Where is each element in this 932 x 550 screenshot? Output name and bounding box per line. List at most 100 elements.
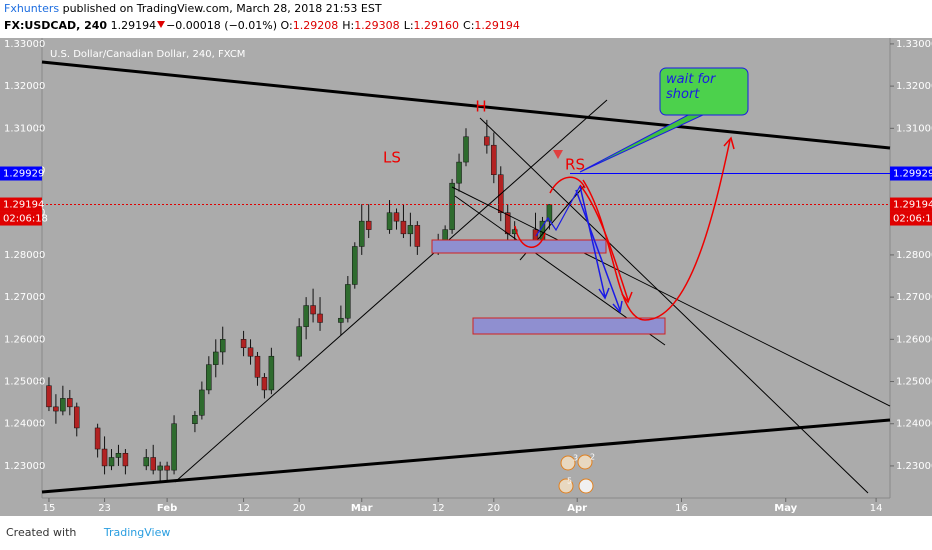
- x-tick-label: 20: [487, 503, 500, 514]
- candle-body: [101, 448, 108, 467]
- candle-body: [449, 182, 455, 230]
- x-tick-label: 20: [293, 503, 306, 514]
- publish-line: Fxhunters published on TradingView.com, …: [4, 0, 932, 17]
- y-tick-label: 1.25000: [4, 377, 45, 388]
- ohlc-label: O:: [280, 19, 293, 32]
- event-count: 3: [573, 454, 578, 463]
- arrow-head: [723, 136, 735, 150]
- price-tag-label: 1.29929: [893, 169, 932, 180]
- x-tick-label: May: [774, 503, 797, 514]
- price-tag: [0, 166, 42, 181]
- top-arc: [549, 176, 586, 194]
- candle-body: [261, 377, 268, 391]
- y-tick-label: 1.28000: [896, 250, 932, 261]
- candle-body: [192, 415, 198, 424]
- candle-body: [358, 220, 365, 247]
- support-zone: [431, 239, 607, 254]
- candle-body: [268, 355, 275, 391]
- plot-layer: 1.33000 1.33000 1.32000 1.32000 1.31000 1.310…: [0, 39, 932, 514]
- candle-body: [317, 313, 323, 323]
- published: published on TradingView.com, March 28, …: [62, 2, 382, 15]
- countdown-label: 02:06:18: [3, 214, 48, 225]
- candle-body: [67, 398, 73, 408]
- candle-body: [199, 389, 205, 416]
- ohlc-value: 1.29208: [292, 19, 339, 32]
- x-tick-label: Feb: [157, 503, 177, 514]
- ohlc-value: 1.29194: [474, 19, 520, 32]
- chart-title: U.S. Dollar/Canadian Dollar, 240, FXCM: [50, 49, 245, 60]
- x-tick-label: 12: [237, 503, 250, 514]
- x-tick-label: Apr: [567, 503, 587, 514]
- price-tag: [0, 197, 42, 212]
- y-tick-label: 1.23000: [4, 461, 45, 472]
- down-icon: [157, 21, 166, 28]
- price-tag-label: 1.29929: [3, 169, 44, 180]
- drop-curve: [579, 184, 629, 301]
- y-tick-label: 1.27000: [4, 292, 45, 303]
- candle-body: [386, 212, 393, 230]
- countdown-label: 02:06:18: [893, 214, 932, 225]
- y-tick-label: 1.31000: [896, 123, 932, 134]
- candle-body: [74, 406, 80, 429]
- y-tick-label: 1.27000: [896, 292, 932, 303]
- x-tick-label: 12: [432, 503, 445, 514]
- channel-line: [451, 186, 891, 407]
- ohlc-label: H:: [342, 19, 355, 32]
- event-icon: [560, 455, 576, 471]
- y-tick-label: 1.32000: [896, 81, 932, 92]
- candle-body: [338, 317, 344, 323]
- x-tick-label: 14: [870, 503, 883, 514]
- candle-body: [206, 364, 212, 391]
- x-tick-label: 23: [98, 503, 111, 514]
- candle-body: [53, 406, 59, 412]
- price-tag-label: 1.29194: [893, 200, 932, 211]
- ohlc-label: L:: [403, 19, 414, 32]
- event-icon: [577, 454, 593, 470]
- x-tick-label: 16: [675, 503, 688, 514]
- candle-body: [94, 427, 101, 450]
- ohlc-value: 1.29308: [354, 19, 400, 32]
- callout-box: [659, 67, 749, 116]
- down-marker: [553, 150, 563, 159]
- candle-body: [310, 305, 316, 315]
- author[interactable]: Fxhunters: [4, 2, 60, 15]
- ohlc-value: 1.29160: [413, 19, 460, 32]
- blue-arrow: [575, 189, 623, 314]
- y-tick-label: 1.25000: [896, 377, 932, 388]
- lower-trendline: [41, 418, 891, 494]
- y-tick-label: 1.31000: [4, 123, 45, 134]
- down-triangle: [157, 21, 166, 28]
- countdown-tag: [890, 211, 932, 226]
- h-label: H: [475, 98, 486, 116]
- upper-trendline: [41, 60, 891, 150]
- candle-body: [46, 385, 52, 408]
- candle-body: [414, 225, 421, 247]
- ohlc: O:1.29208 H:1.29308 L:1.29160 C:1.29194: [281, 19, 524, 32]
- candle-body: [491, 144, 497, 175]
- plot-bg: [0, 38, 932, 498]
- ls-label: LS: [383, 149, 401, 167]
- candle-body: [463, 136, 469, 163]
- rs-label: RS: [565, 156, 585, 174]
- candle-body: [303, 305, 309, 327]
- footer: Created with TradingView: [0, 516, 932, 550]
- candle-body: [365, 220, 372, 230]
- created-with: Created with: [6, 526, 77, 539]
- candle-body: [219, 339, 226, 353]
- price-tag-label: 1.29194: [3, 200, 44, 211]
- candle-body: [115, 453, 122, 458]
- x-tick-label: Mar: [351, 503, 373, 514]
- bottom-arc: [514, 225, 546, 248]
- callout-wrap: wait for short: [666, 72, 715, 102]
- brand[interactable]: TradingView: [103, 526, 171, 539]
- candle-body: [254, 355, 261, 378]
- last-price: 1.29194: [110, 19, 157, 32]
- change: −0.00018 (−0.01%): [166, 19, 278, 32]
- candle-body: [407, 225, 414, 235]
- y-tick-label: 1.32000: [4, 81, 45, 92]
- candle-body: [213, 351, 219, 365]
- candle-body: [240, 339, 247, 349]
- candle-body: [171, 423, 177, 471]
- rising-trendline: [174, 99, 608, 483]
- ohlc-label: C:: [463, 19, 475, 32]
